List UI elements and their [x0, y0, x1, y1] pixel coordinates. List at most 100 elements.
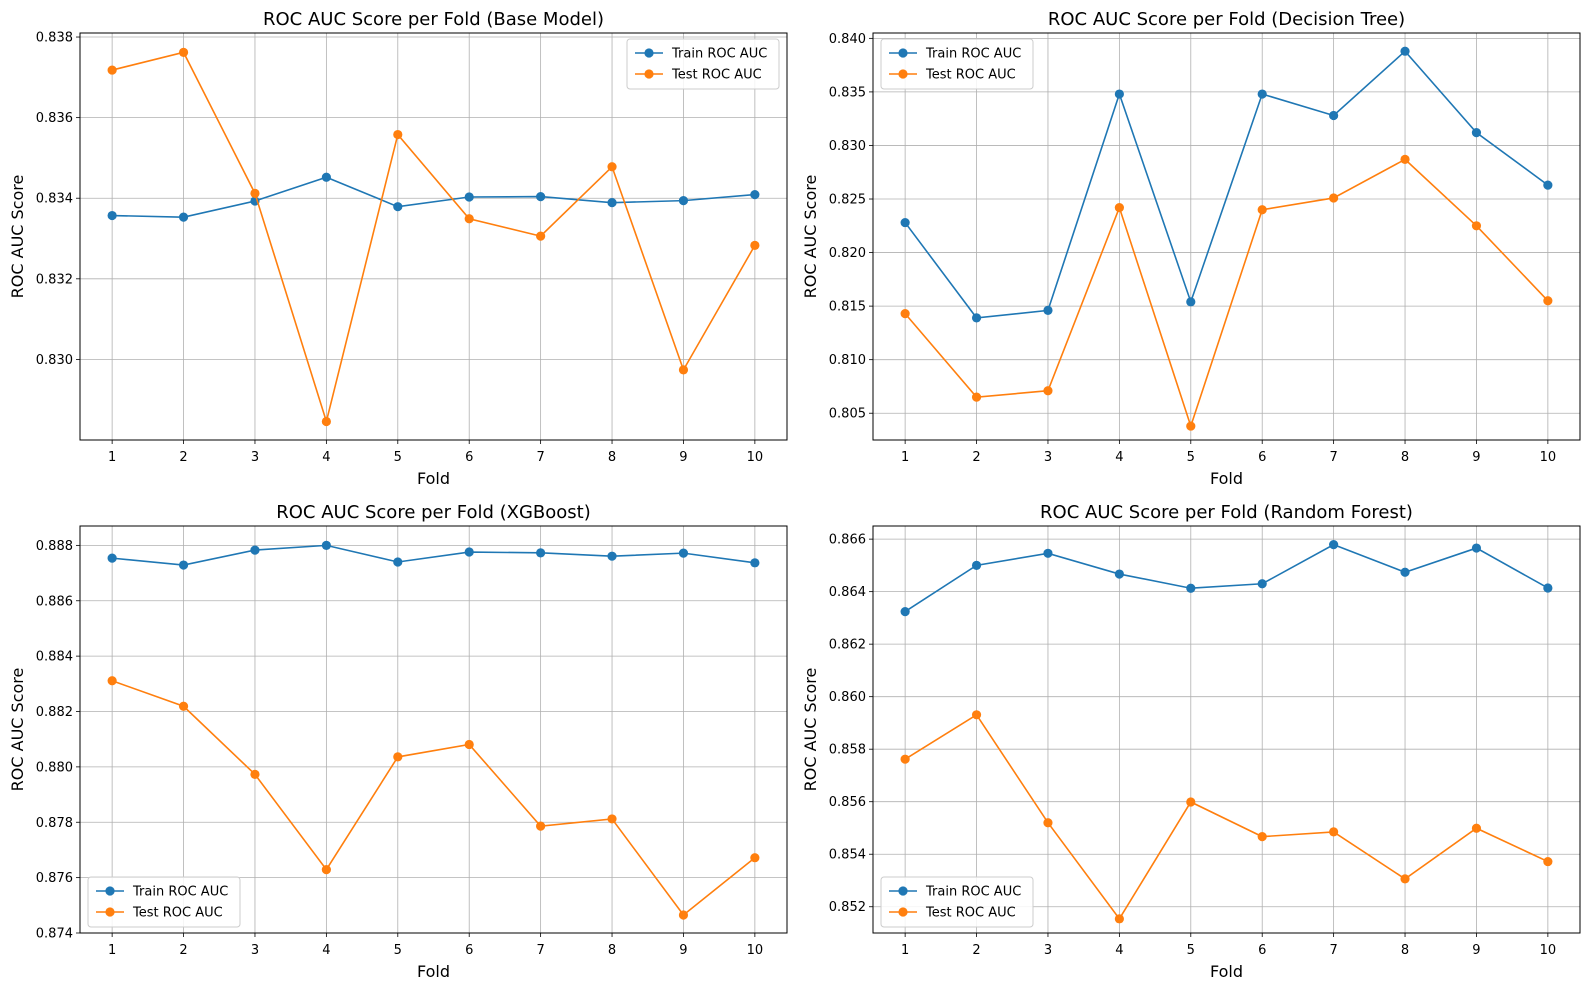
- data-point: [321, 540, 331, 550]
- x-tick-label: 4: [1115, 450, 1123, 465]
- series-test: [900, 710, 1553, 924]
- y-tick-label: 0.820: [829, 246, 866, 261]
- y-tick-label: 0.852: [829, 900, 866, 915]
- legend: Train ROC AUC Test ROC AUC: [87, 876, 241, 928]
- x-tick-label: 8: [608, 450, 616, 465]
- chart-title: ROC AUC Score per Fold (Random Forest): [1040, 502, 1413, 523]
- series-train: [900, 46, 1553, 323]
- y-tick-label: 0.810: [829, 353, 866, 368]
- y-tick-label: 0.838: [36, 31, 73, 46]
- x-tick-label: 8: [1401, 943, 1409, 958]
- data-point: [678, 548, 689, 558]
- data-point: [1471, 543, 1482, 553]
- grid: [80, 33, 787, 440]
- series-test: [107, 676, 760, 920]
- x-tick-label: 10: [747, 943, 764, 958]
- data-point: [107, 65, 117, 75]
- y-tick-label: 0.862: [829, 638, 866, 653]
- data-point: [1257, 579, 1267, 589]
- legend-item-train: Train ROC AUC: [889, 885, 1021, 900]
- legend-item-test: Test ROC AUC: [635, 68, 762, 83]
- y-tick-label: 0.858: [829, 743, 866, 758]
- y-tick-label: 0.878: [36, 816, 73, 831]
- legend-item-test: Test ROC AUC: [96, 906, 223, 921]
- y-tick-label: 0.884: [36, 650, 73, 665]
- series-line: [111, 680, 756, 917]
- grid: [80, 526, 787, 934]
- legend-item-train: Train ROC AUC: [96, 885, 228, 900]
- x-tick-label: 9: [679, 943, 687, 958]
- x-tick-label: 6: [465, 943, 473, 958]
- data-point: [1329, 540, 1339, 550]
- data-point: [178, 560, 189, 570]
- series-line: [904, 50, 1549, 319]
- legend-item-train: Train ROC AUC: [889, 47, 1021, 62]
- y-tick-label: 0.854: [829, 848, 866, 863]
- data-point: [1043, 386, 1053, 396]
- data-point: [1471, 221, 1482, 231]
- data-point: [321, 172, 331, 182]
- data-point: [536, 548, 546, 558]
- data-point: [1257, 205, 1267, 215]
- subplot-4: 1 2 3 4 5 6 7 8 9 10 0.852 0.854 0.856 0.858 0.860 0.86…: [801, 502, 1581, 981]
- x-tick-label: 3: [251, 943, 259, 958]
- x-tick-label: 7: [1329, 450, 1337, 465]
- x-tick-label: 4: [1115, 943, 1123, 958]
- x-tick-label: 2: [972, 450, 980, 465]
- y-tick-label: 0.834: [36, 192, 73, 207]
- x-tick-label: 5: [1187, 450, 1195, 465]
- y-tick-label: 0.830: [36, 353, 73, 368]
- legend-swatch-marker: [105, 886, 115, 896]
- data-point: [1043, 818, 1053, 828]
- x-tick-label: 1: [901, 943, 909, 958]
- y-tick-label: 0.864: [829, 585, 866, 600]
- y-tick-label: 0.835: [829, 85, 866, 100]
- legend-item-test: Test ROC AUC: [889, 68, 1016, 83]
- data-point: [678, 196, 689, 206]
- legend: Train ROC AUC Test ROC AUC: [880, 876, 1034, 928]
- data-point: [107, 676, 117, 686]
- legend-swatch-marker: [898, 48, 908, 58]
- data-point: [750, 853, 760, 863]
- series-line: [112, 544, 755, 566]
- x-tick-label: 8: [1401, 450, 1409, 465]
- data-point: [900, 754, 910, 764]
- y-tick-label: 0.830: [829, 139, 866, 154]
- series-train: [107, 540, 760, 570]
- series-train: [900, 540, 1553, 617]
- data-point: [536, 821, 546, 831]
- y-tick-label: 0.876: [36, 871, 73, 886]
- data-point: [1329, 827, 1339, 837]
- axes-frame: [872, 525, 1581, 934]
- data-point: [607, 551, 617, 561]
- chart-title: ROC AUC Score per Fold (Decision Tree): [1048, 9, 1405, 30]
- data-point: [1257, 89, 1267, 99]
- data-point: [393, 202, 403, 212]
- y-tick-label: 0.825: [829, 193, 866, 208]
- subplot-3: 1 2 3 4 5 6 7 8 9 10 0.874 0.876 0.878 0.880 0.882 0.88…: [8, 502, 788, 981]
- x-tick-label: 9: [1472, 450, 1480, 465]
- data-point: [393, 557, 403, 567]
- legend-swatch-marker: [898, 907, 908, 917]
- data-point: [678, 910, 689, 920]
- y-axis-label: ROC AUC Score: [801, 668, 820, 792]
- x-axis-label: Fold: [1210, 469, 1243, 488]
- data-point: [1543, 856, 1553, 867]
- series-line: [112, 176, 755, 218]
- x-tick-label: 3: [1044, 450, 1052, 465]
- data-point: [536, 231, 546, 241]
- data-point: [321, 416, 331, 427]
- legend-swatch-marker: [644, 48, 654, 58]
- legend-frame: [626, 38, 780, 90]
- x-tick-label: 4: [322, 450, 330, 465]
- y-tick-label: 0.815: [829, 300, 866, 315]
- series-line: [111, 51, 756, 425]
- data-point: [1471, 128, 1482, 138]
- x-tick-label: 4: [322, 943, 330, 958]
- subplot-1: 1 2 3 4 5 6 7 8 9 10 0.830 0.832 0.834 0.836 0.838 ROC …: [8, 9, 788, 488]
- x-tick-label: 6: [1258, 943, 1266, 958]
- x-tick-label: 10: [1540, 450, 1557, 465]
- x-tick-label: 7: [536, 450, 544, 465]
- legend-frame: [87, 876, 241, 928]
